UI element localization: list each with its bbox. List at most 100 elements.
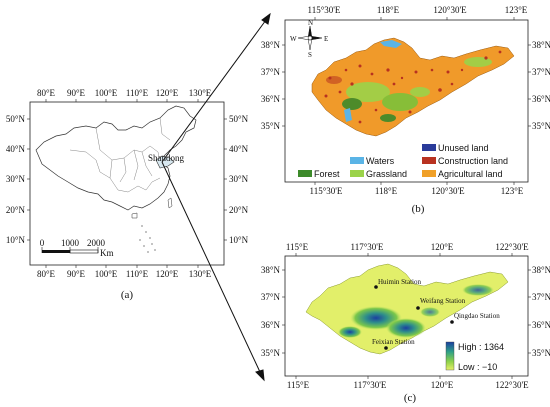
panel-b-bottom-tick-1: 115°30'E <box>310 186 343 196</box>
panel-a-overview-map: 80°E 90°E 100°E 110°E 120°E 130°E 80°E 9… <box>6 88 249 301</box>
compass-east: E <box>324 35 328 43</box>
panel-c-top-tick-4: 122°30'E <box>495 242 529 252</box>
panel-a-top-tick-3: 100°E <box>95 88 118 98</box>
station-huimin-label: Huimin Station <box>378 278 421 286</box>
legend-label-waters: Waters <box>366 156 395 166</box>
elevation-colorbar <box>445 341 455 371</box>
panel-c-bottom-tick-4: 122°30'E <box>495 380 529 390</box>
panel-b-left-tick-4: 35°N <box>261 121 281 131</box>
panel-b-left-tick-3: 36°N <box>261 94 281 104</box>
legend-swatch-forest <box>298 170 312 177</box>
panel-a-top-tick-2: 90°E <box>67 88 86 98</box>
panel-a-right-tick-1: 50°N <box>229 114 249 124</box>
panel-c-left-tick-4: 35°N <box>261 348 281 358</box>
shandong-highlight <box>155 155 175 169</box>
elevation-low-label: Low : −10 <box>458 362 497 372</box>
panel-c-top-tick-2: 117°30'E <box>351 242 384 252</box>
panel-a-caption: (a) <box>121 289 134 301</box>
station-qingdao-marker <box>450 320 454 324</box>
legend-swatch-agricultural-land <box>422 170 436 177</box>
station-feixian-marker <box>384 346 388 350</box>
panel-a-bottom-tick-5: 120°E <box>156 269 179 279</box>
panel-b-ticks <box>282 17 531 185</box>
landuse-construction-dots <box>324 50 502 124</box>
panel-b-caption: (b) <box>412 203 425 215</box>
panel-b-bottom-tick-2: 118°E <box>375 186 398 196</box>
panel-b-top-tick-4: 123°E <box>505 5 528 15</box>
legend-label-grassland: Grassland <box>366 169 407 179</box>
panel-c-left-tick-3: 36°N <box>261 320 281 330</box>
panel-a-top-tick-4: 110°E <box>126 88 149 98</box>
panel-c-left-tick-1: 38°N <box>261 265 281 275</box>
scale-label-0: 0 <box>40 238 45 248</box>
station-qingdao-label: Qingdao Station <box>454 312 500 320</box>
panel-b-bottom-tick-3: 120°30'E <box>431 186 465 196</box>
landuse-patches <box>326 57 492 122</box>
panel-b-top-tick-1: 115°30'E <box>308 5 341 15</box>
panel-c-top-tick-1: 115°E <box>286 242 309 252</box>
legend-swatch-grassland <box>350 170 364 177</box>
panel-a-top-tick-1: 80°E <box>37 88 56 98</box>
panel-a-top-tick-6: 130°E <box>189 88 212 98</box>
panel-b-left-tick-1: 38°N <box>261 40 281 50</box>
legend-label-forest: Forest <box>314 169 340 179</box>
panel-b-right-tick-1: 38°N <box>532 40 550 50</box>
scale-unit: Km <box>100 248 114 258</box>
legend-swatch-unused-land <box>422 144 436 151</box>
scale-label-2000: 2000 <box>87 238 106 248</box>
legend-swatch-construction-land <box>422 157 436 164</box>
panel-a-right-tick-2: 40°N <box>229 144 249 154</box>
panel-b-landuse-map: 115°30'E 118°E 120°30'E 123°E 115°30'E 1… <box>261 5 550 215</box>
connector-arrows <box>161 12 271 382</box>
province-boundaries <box>69 117 171 193</box>
panel-c-left-tick-2: 37°N <box>261 292 281 302</box>
taiwan-island <box>167 197 173 209</box>
elevation-high-label: High : 1364 <box>458 342 504 352</box>
china-outline <box>35 105 197 211</box>
elevation-highlands <box>338 284 494 338</box>
panel-c-right-tick-2: 37°N <box>532 292 550 302</box>
panel-a-left-tick-5: 10°N <box>6 235 26 245</box>
panel-a-bottom-tick-4: 110°E <box>126 269 149 279</box>
panel-a-right-tick-5: 10°N <box>229 235 249 245</box>
panel-c-right-tick-4: 35°N <box>532 348 550 358</box>
panel-b-top-tick-3: 120°30'E <box>433 5 467 15</box>
panel-b-bottom-tick-4: 123°E <box>501 186 524 196</box>
panel-b-top-tick-2: 118°E <box>377 5 400 15</box>
panel-a-left-tick-4: 20°N <box>6 205 26 215</box>
panel-c-top-tick-3: 120°E <box>431 242 454 252</box>
panel-b-right-tick-4: 35°N <box>532 121 550 131</box>
panel-b-right-tick-2: 37°N <box>532 67 550 77</box>
scale-label-1000: 1000 <box>61 238 80 248</box>
landuse-waters <box>344 40 402 122</box>
panel-b-left-tick-2: 37°N <box>261 67 281 77</box>
legend-label-agricultural-land: Agricultural land <box>438 169 503 179</box>
station-feixian-label: Feixian Station <box>372 338 415 346</box>
legend-label-unused-land: Unused land <box>438 143 489 153</box>
panel-b-legend: Forest Waters Grassland Unused land Cons… <box>298 143 508 179</box>
panel-c-bottom-tick-3: 120°E <box>431 380 454 390</box>
shandong-landuse-region <box>311 37 515 137</box>
panel-a-left-tick-2: 40°N <box>6 144 26 154</box>
station-weifang-label: Weifang Station <box>420 297 466 305</box>
scale-bar <box>41 247 99 254</box>
panel-a-left-tick-3: 30°N <box>6 174 26 184</box>
panel-a-right-tick-4: 20°N <box>229 205 249 215</box>
panel-a-right-tick-3: 30°N <box>229 174 249 184</box>
compass-rose <box>297 25 323 51</box>
panel-a-bottom-tick-2: 90°E <box>67 269 86 279</box>
panel-c-ticks <box>282 253 531 379</box>
panel-c-caption: (c) <box>404 392 417 404</box>
panel-a-ticks <box>27 99 227 268</box>
panel-b-right-tick-3: 36°N <box>532 94 550 104</box>
panel-c-elevation-map: 115°E 117°30'E 120°E 122°30'E 115°E 117°… <box>261 242 550 404</box>
compass-south: S <box>308 51 312 59</box>
panel-a-left-tick-1: 50°N <box>6 114 26 124</box>
south-sea-islands <box>139 225 156 253</box>
panel-a-bottom-tick-1: 80°E <box>37 269 56 279</box>
panel-c-bottom-tick-2: 117°30'E <box>354 380 387 390</box>
shandong-label: Shandong <box>148 153 185 163</box>
panel-c-right-tick-3: 36°N <box>532 320 550 330</box>
panel-a-bottom-tick-6: 130°E <box>189 269 212 279</box>
